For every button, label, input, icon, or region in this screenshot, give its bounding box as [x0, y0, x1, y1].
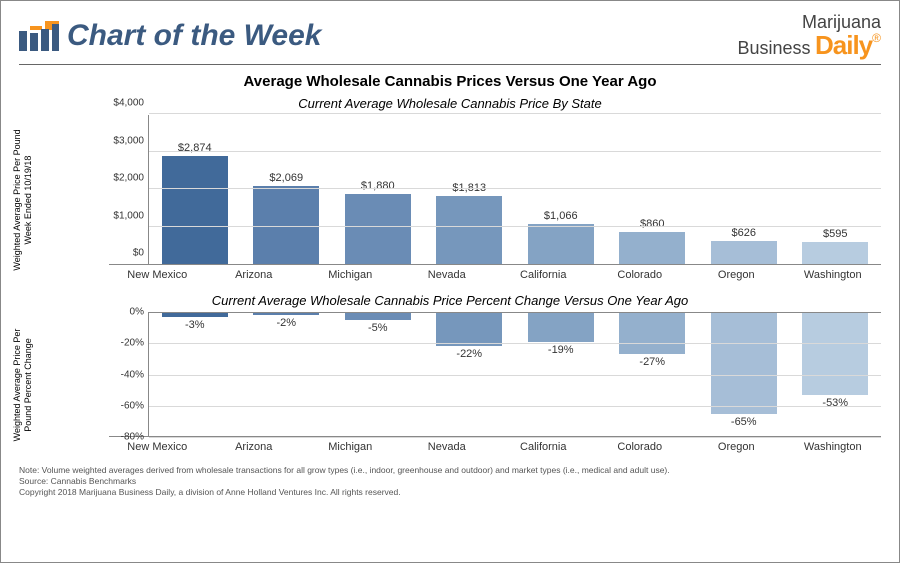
bar-value-label: -5%	[368, 322, 388, 334]
bar	[345, 194, 411, 265]
x-tick: Nevada	[399, 265, 496, 281]
bar-value-label: $626	[732, 227, 756, 239]
gridline	[149, 226, 881, 227]
x-tick: Arizona	[206, 265, 303, 281]
y-axis-2: 0%-20%-40%-60%-80%	[109, 312, 149, 436]
logo-text-marijuana: Marijuana	[802, 12, 881, 32]
footnotes: Note: Volume weighted averages derived f…	[19, 465, 881, 498]
bar	[619, 312, 685, 354]
bar	[711, 241, 777, 264]
bar-value-label: $860	[640, 218, 664, 230]
y-axis-label-2: Weighted Average Price PerPound Percent …	[12, 328, 34, 441]
bar-slot: $2,874	[149, 115, 241, 264]
x-tick: Nevada	[399, 437, 496, 453]
logo-text-business: Business	[738, 38, 811, 58]
x-axis-2: New MexicoArizonaMichiganNevadaCaliforni…	[109, 437, 881, 453]
bar-value-label: -53%	[822, 397, 848, 409]
gridline	[149, 375, 881, 376]
registered-icon: ®	[872, 31, 881, 45]
gridline	[149, 437, 881, 438]
y-axis-label-1: Weighted Average Price Per PoundWeek End…	[12, 129, 34, 270]
x-axis-1: New MexicoArizonaMichiganNevadaCaliforni…	[109, 265, 881, 281]
x-tick: New Mexico	[109, 265, 206, 281]
gridline	[149, 188, 881, 189]
bar-slot: $595	[790, 115, 882, 264]
bar-value-label: $595	[823, 228, 847, 240]
bar	[436, 196, 502, 264]
bar	[436, 312, 502, 346]
bar-value-label: -27%	[639, 356, 665, 368]
bar	[162, 156, 228, 264]
header: Chart of the Week Marijuana Business Dai…	[19, 13, 881, 65]
chart-2: Weighted Average Price PerPound Percent …	[69, 312, 881, 457]
bar-value-label: -2%	[276, 317, 296, 329]
x-tick: Colorado	[592, 437, 689, 453]
bar-value-label: $2,069	[269, 172, 303, 184]
bar	[802, 312, 868, 395]
logo-text-daily: Daily	[815, 30, 872, 60]
subtitle-1: Current Average Wholesale Cannabis Price…	[19, 96, 881, 111]
bar	[802, 242, 868, 264]
bar-slot: $1,066	[515, 115, 607, 264]
y-tick: 0%	[130, 307, 144, 318]
x-tick: Washington	[785, 265, 882, 281]
x-tick: Michigan	[302, 437, 399, 453]
header-title: Chart of the Week	[67, 19, 322, 53]
main-title: Average Wholesale Cannabis Prices Versus…	[19, 73, 881, 90]
bar-slot: $1,813	[424, 115, 516, 264]
y-tick: $0	[133, 248, 144, 259]
gridline	[149, 151, 881, 152]
x-tick: Washington	[785, 437, 882, 453]
bar-value-label: -19%	[548, 344, 574, 356]
y-tick: $1,000	[113, 210, 144, 221]
bar-value-label: $2,874	[178, 142, 212, 154]
bar	[528, 312, 594, 342]
footnote-note: Note: Volume weighted averages derived f…	[19, 465, 881, 476]
bar-value-label: -65%	[731, 416, 757, 428]
gridline	[149, 343, 881, 344]
bar-value-label: -3%	[185, 319, 205, 331]
x-tick: Oregon	[688, 437, 785, 453]
bar-value-label: $1,066	[544, 210, 578, 222]
footnote-copyright: Copyright 2018 Marijuana Business Daily,…	[19, 487, 881, 498]
y-tick: -20%	[121, 338, 144, 349]
y-tick: $3,000	[113, 135, 144, 146]
gridline	[149, 406, 881, 407]
x-tick: California	[495, 265, 592, 281]
bar-slot: $1,880	[332, 115, 424, 264]
zero-line	[149, 312, 881, 313]
logo-chart-of-week: Chart of the Week	[19, 19, 322, 53]
bar-slot: $860	[607, 115, 699, 264]
footnote-source: Source: Cannabis Benchmarks	[19, 476, 881, 487]
bar-value-label: -22%	[456, 348, 482, 360]
y-tick: -40%	[121, 369, 144, 380]
bar-slot: $626	[698, 115, 790, 264]
x-tick: Oregon	[688, 265, 785, 281]
bar	[528, 224, 594, 264]
chart-container: Chart of the Week Marijuana Business Dai…	[0, 0, 900, 563]
y-tick: $2,000	[113, 173, 144, 184]
bar	[345, 312, 411, 320]
y-tick: $4,000	[113, 98, 144, 109]
logo-mj-biz-daily: Marijuana Business Daily®	[738, 13, 882, 58]
y-tick: -80%	[121, 432, 144, 443]
x-tick: California	[495, 437, 592, 453]
x-tick: Arizona	[206, 437, 303, 453]
plot-area-2: 0%-20%-40%-60%-80% -3%-2%-5%-22%-19%-27%…	[109, 312, 881, 437]
y-axis-1: $0$1,000$2,000$3,000$4,000	[109, 115, 149, 264]
bar-value-label: $1,880	[361, 180, 395, 192]
bar-slot: $2,069	[241, 115, 333, 264]
x-tick: Colorado	[592, 265, 689, 281]
y-tick: -60%	[121, 400, 144, 411]
bar	[711, 312, 777, 414]
bars-row-1: $2,874 $2,069 $1,880 $1,813 $1,066 $860 $626 $5…	[149, 115, 881, 264]
bar-chart-icon	[19, 21, 59, 51]
chart-1: Weighted Average Price Per PoundWeek End…	[69, 115, 881, 285]
bar	[619, 232, 685, 264]
x-tick: Michigan	[302, 265, 399, 281]
subtitle-2: Current Average Wholesale Cannabis Price…	[19, 293, 881, 308]
gridline	[149, 113, 881, 114]
plot-area-1: $0$1,000$2,000$3,000$4,000 $2,874$2,069$…	[109, 115, 881, 265]
